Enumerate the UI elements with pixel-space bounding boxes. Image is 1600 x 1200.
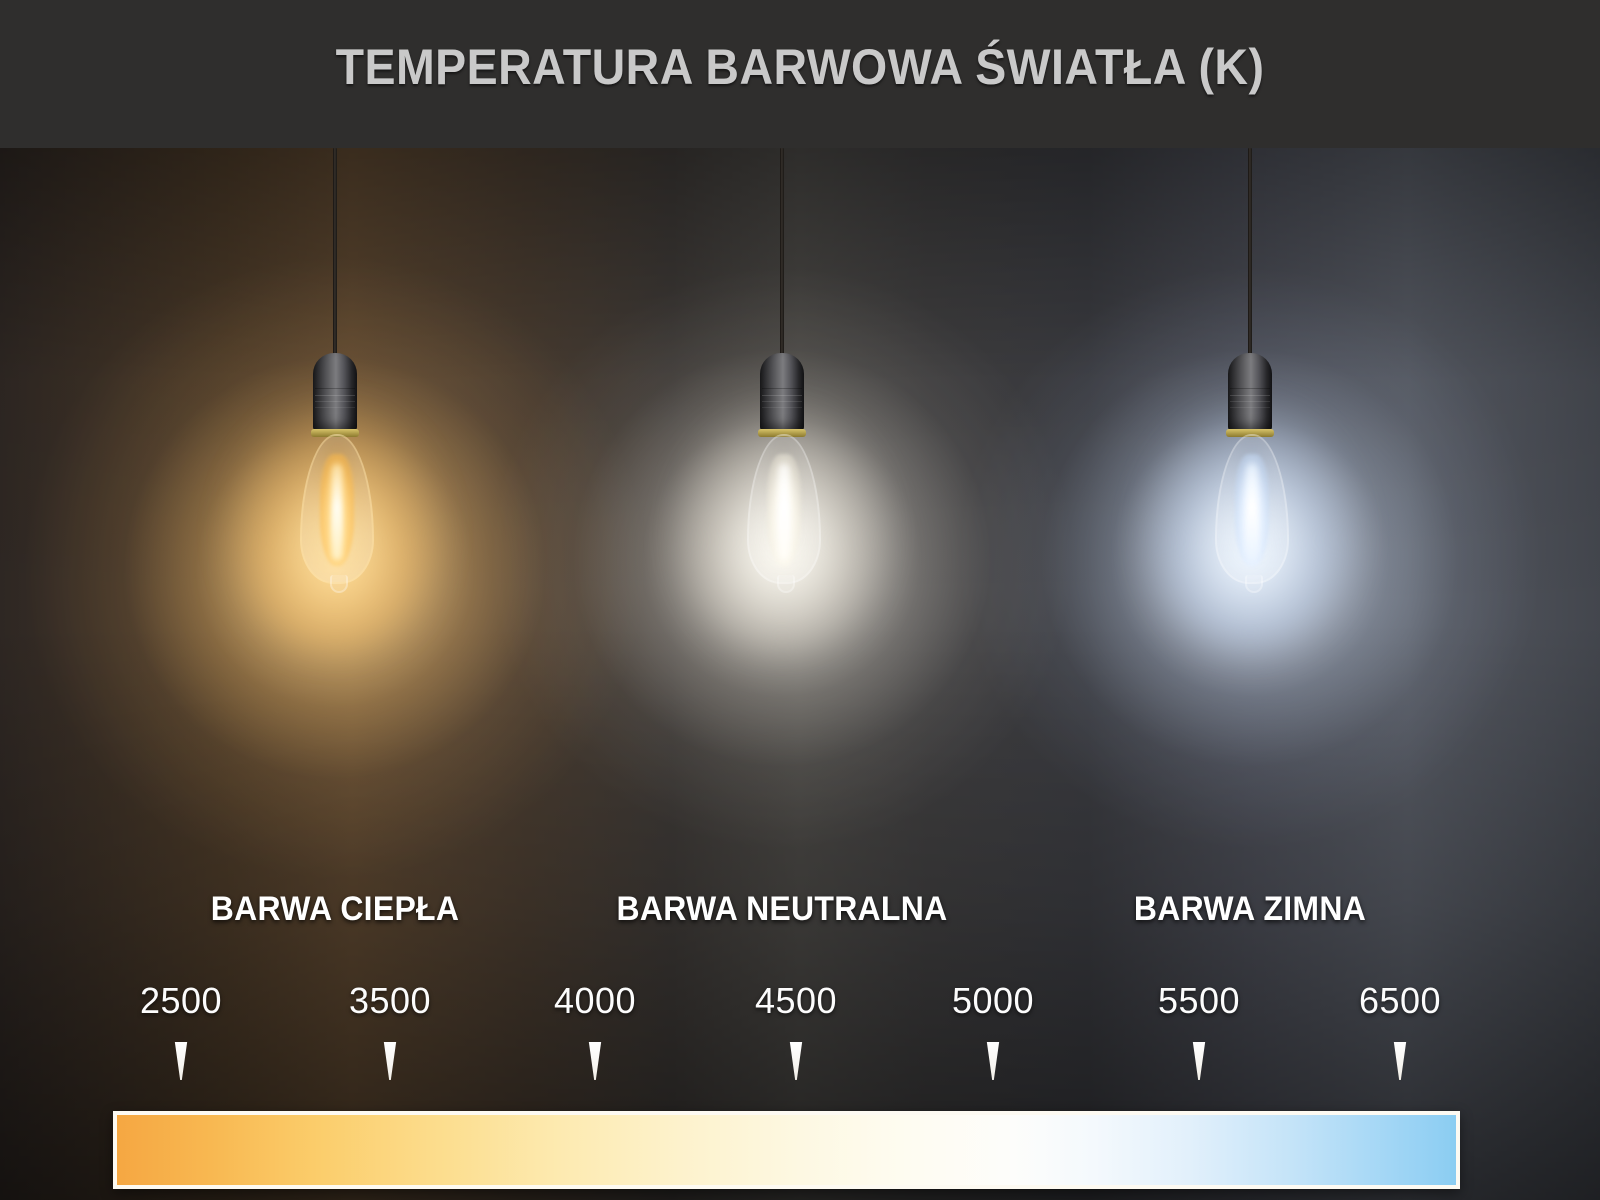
header-band: TEMPERATURA BARWOWA ŚWIATŁA (K) bbox=[0, 0, 1600, 148]
bulb-neutral bbox=[672, 148, 892, 653]
bulb-cord-icon bbox=[333, 148, 337, 361]
scale-tick-4000: 4000 bbox=[515, 980, 675, 1080]
scale-tick-3500: 3500 bbox=[310, 980, 470, 1080]
bulb-socket-icon bbox=[313, 353, 357, 431]
scale-tick-4500: 4500 bbox=[716, 980, 876, 1080]
scale-arrow-icon bbox=[383, 1042, 397, 1080]
bulb-filament-core-icon bbox=[332, 464, 342, 560]
scene-backdrop: BARWA CIEPŁA BARWA NEUTRALNA BARWA ZIMNA… bbox=[0, 148, 1600, 1200]
bulb-cord-icon bbox=[1248, 148, 1252, 361]
category-label-cold: BARWA ZIMNA bbox=[1133, 890, 1367, 928]
bulb-warm bbox=[225, 148, 445, 653]
scale-tick-5500: 5500 bbox=[1119, 980, 1279, 1080]
scale-arrow-icon bbox=[1192, 1042, 1206, 1080]
scale-arrow-icon bbox=[588, 1042, 602, 1080]
scale-arrow-icon bbox=[1393, 1042, 1407, 1080]
page-title: TEMPERATURA BARWOWA ŚWIATŁA (K) bbox=[335, 39, 1265, 95]
scale-arrow-icon bbox=[789, 1042, 803, 1080]
color-temperature-gradient-bar bbox=[113, 1111, 1460, 1189]
scale-tick-label: 6500 bbox=[1358, 980, 1442, 1021]
bulb-cord-icon bbox=[780, 148, 784, 361]
scale-tick-2500: 2500 bbox=[101, 980, 261, 1080]
scale-tick-6500: 6500 bbox=[1320, 980, 1480, 1080]
category-label-neutral: BARWA NEUTRALNA bbox=[616, 890, 948, 928]
scale-arrow-icon bbox=[174, 1042, 188, 1080]
bulb-filament-core-icon bbox=[1247, 464, 1257, 560]
bulb-glass-icon bbox=[300, 434, 374, 593]
bulb-glass-icon bbox=[747, 434, 821, 593]
scale-tick-label: 2500 bbox=[139, 980, 223, 1021]
bulb-socket-icon bbox=[760, 353, 804, 431]
scale-tick-label: 4000 bbox=[553, 980, 637, 1021]
scale-tick-label: 5000 bbox=[951, 980, 1035, 1021]
scale-tick-label: 4500 bbox=[754, 980, 838, 1021]
scale-arrow-icon bbox=[986, 1042, 1000, 1080]
bulb-socket-icon bbox=[1228, 353, 1272, 431]
kelvin-scale: 2500 3500 4000 4500 5000 5500 bbox=[113, 980, 1460, 1190]
bulb-glass-icon bbox=[1215, 434, 1289, 593]
scale-tick-label: 5500 bbox=[1157, 980, 1241, 1021]
scale-tick-label: 3500 bbox=[348, 980, 432, 1021]
scale-tick-5000: 5000 bbox=[913, 980, 1073, 1080]
bulb-cold bbox=[1140, 148, 1360, 653]
bulb-filament-core-icon bbox=[779, 464, 789, 560]
category-label-warm: BARWA CIEPŁA bbox=[210, 890, 460, 928]
